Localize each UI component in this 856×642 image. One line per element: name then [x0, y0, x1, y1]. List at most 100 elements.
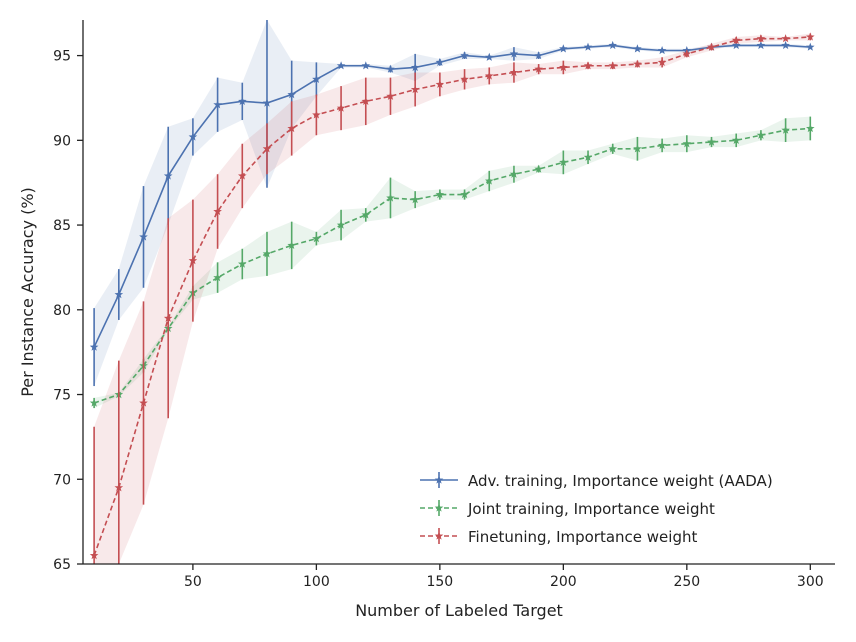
finetuning-importance-weight-point [707, 42, 716, 51]
finetuning-importance-weight-point [188, 256, 198, 265]
joint-training-importance-weight-point [534, 164, 543, 173]
finetuning-importance-weight-point [163, 313, 173, 322]
joint-training-importance-weight-legend-marker [434, 503, 444, 512]
x-tick-label: 200 [550, 574, 577, 590]
finetuning-importance-weight-point [213, 207, 222, 216]
finetuning-importance-weight-point [114, 483, 124, 492]
legend-entry-label: Joint training, Importance weight [467, 500, 715, 518]
y-tick-label: 85 [53, 218, 71, 234]
finetuning-importance-weight-legend-marker [434, 531, 444, 540]
x-tick-label: 50 [184, 574, 202, 590]
finetuning-importance-weight-point [139, 398, 148, 407]
finetuning-importance-weight-point [682, 49, 692, 58]
finetuning-importance-weight-point [262, 144, 272, 153]
adv-training-importance-weight-aada-point [188, 132, 198, 141]
finetuning-importance-weight-point [633, 59, 642, 68]
adv-training-importance-weight-aada-point [731, 40, 741, 50]
ticks-layer: 50 100 150 200 250 300 65 70 75 80 85 90 95 [53, 49, 823, 590]
adv-training-importance-weight-aada-point [114, 290, 124, 299]
x-tick-label: 250 [673, 574, 700, 590]
joint-training-importance-weight-point [213, 273, 222, 282]
adv-training-importance-weight-aada-point [583, 42, 593, 51]
legend-entry-label: Finetuning, Importance weight [468, 528, 697, 546]
joint-training-importance-weight-point [657, 140, 667, 149]
joint-training-importance-weight-point [583, 152, 593, 161]
adv-training-importance-weight-aada-point [163, 171, 173, 180]
joint-training-importance-weight-point [806, 124, 815, 133]
y-tick-label: 80 [53, 303, 71, 319]
adv-training-importance-weight-aada-point [608, 40, 617, 50]
finetuning-importance-weight-point [238, 171, 247, 180]
x-tick-label: 150 [426, 574, 453, 590]
legend: Adv. training, Importance weight (AADA) J… [420, 472, 773, 546]
adv-training-importance-weight-aada-point [238, 96, 247, 105]
finetuning-importance-weight-point [435, 79, 445, 88]
adv-training-importance-weight-aada-point [312, 74, 321, 83]
series-layer [89, 20, 815, 564]
finetuning-importance-weight-point [559, 63, 568, 72]
adv-training-importance-weight-aada-point [410, 63, 420, 72]
joint-training-importance-weight-point [262, 249, 272, 258]
x-tick-label: 100 [303, 574, 330, 590]
finetuning-importance-weight-point [287, 124, 296, 133]
adv-training-importance-weight-aada-point [485, 52, 494, 61]
joint-training-importance-weight-point [731, 135, 741, 144]
adv-training-importance-weight-aada-point [534, 51, 543, 60]
finetuning-importance-weight-point [534, 64, 543, 73]
joint-training-importance-weight-point [756, 130, 766, 139]
y-tick-label: 65 [53, 557, 71, 573]
joint-training-importance-weight-point [485, 176, 494, 185]
joint-training-importance-weight-point [460, 190, 469, 199]
adv-training-importance-weight-aada-point [139, 232, 148, 241]
adv-training-importance-weight-aada-point [213, 100, 222, 109]
finetuning-importance-weight-point [509, 68, 519, 77]
adv-training-importance-weight-aada-point [460, 51, 469, 60]
joint-training-importance-weight-point [509, 169, 519, 178]
finetuning-importance-weight-point [410, 85, 420, 94]
joint-training-importance-weight-point [633, 144, 642, 153]
adv-training-importance-weight-aada-point [435, 57, 445, 66]
adv-training-importance-weight-aada-point [806, 42, 815, 51]
y-tick-label: 75 [53, 388, 71, 404]
legend-entry-label: Adv. training, Importance weight (AADA) [468, 472, 773, 490]
finetuning-importance-weight-point [756, 34, 766, 43]
finetuning-importance-weight-point [806, 32, 815, 41]
adv-training-importance-weight-aada-point [361, 61, 371, 70]
y-tick-label: 70 [53, 472, 71, 488]
adv-training-importance-weight-aada-point [89, 342, 99, 351]
y-axis-label: Per Instance Accuracy (%) [18, 187, 37, 397]
finetuning-importance-weight-point [731, 35, 741, 44]
finetuning-importance-weight-point [781, 34, 790, 43]
joint-training-importance-weight-line [93, 127, 811, 404]
x-axis-label: Number of Labeled Target [355, 601, 563, 620]
finetuning-importance-weight-point [361, 96, 371, 105]
adv-training-importance-weight-aada-point [559, 44, 568, 53]
adv-training-importance-weight-aada-point [336, 61, 346, 70]
adv-training-importance-weight-aada-confidence-band [94, 20, 811, 387]
adv-training-importance-weight-aada-point [386, 64, 395, 73]
finetuning-importance-weight-point [89, 551, 99, 560]
joint-training-importance-weight-point [410, 195, 420, 204]
joint-training-importance-weight-point [386, 193, 395, 202]
joint-training-importance-weight-point [336, 220, 346, 229]
adv-training-importance-weight-aada-point [509, 49, 519, 58]
adv-training-importance-weight-aada-legend-marker [434, 475, 444, 484]
finetuning-importance-weight-confidence-band [94, 33, 811, 564]
joint-training-importance-weight-point [682, 139, 692, 148]
joint-training-importance-weight-point [608, 144, 617, 153]
joint-training-importance-weight-point [287, 240, 296, 249]
adv-training-importance-weight-aada-point [657, 46, 667, 55]
adv-training-importance-weight-aada-point [633, 44, 642, 53]
finetuning-importance-weight-point [460, 74, 469, 83]
finetuning-importance-weight-point [657, 57, 667, 66]
joint-training-importance-weight-point [559, 157, 568, 166]
adv-training-importance-weight-aada-point [781, 40, 790, 50]
joint-training-importance-weight-point [781, 125, 790, 134]
finetuning-importance-weight-point [336, 103, 346, 112]
finetuning-importance-weight-point [312, 110, 321, 119]
finetuning-importance-weight-point [608, 61, 617, 70]
joint-training-importance-weight-point [312, 234, 321, 243]
joint-training-importance-weight-confidence-band [94, 116, 811, 409]
joint-training-importance-weight-point [707, 137, 716, 146]
